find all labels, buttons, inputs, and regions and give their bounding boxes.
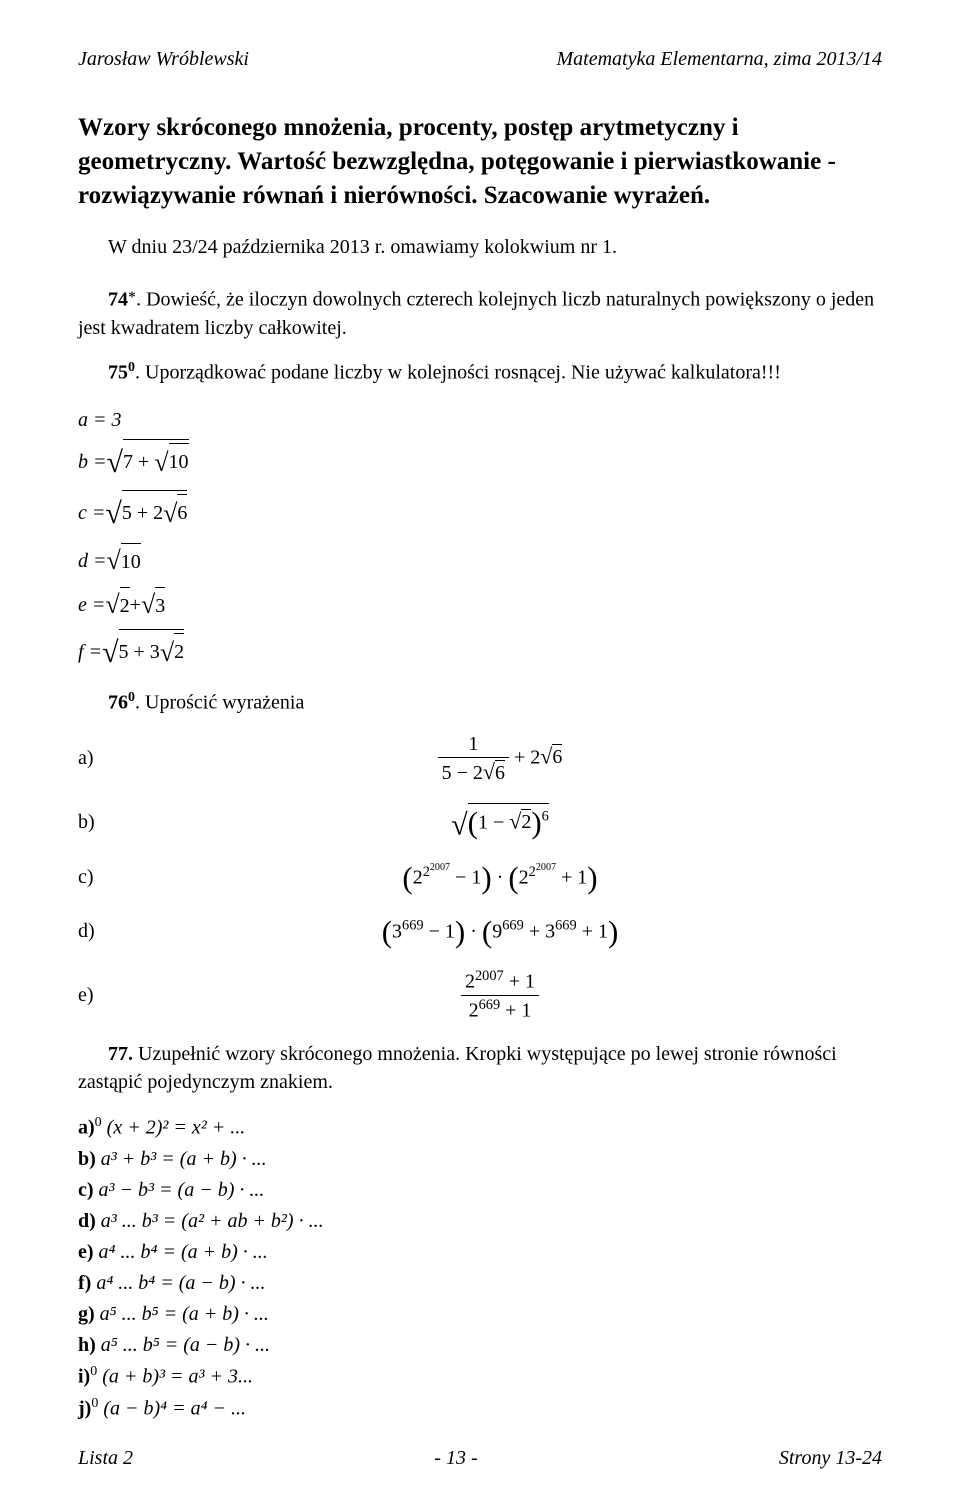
problem-76-number: 76	[108, 692, 128, 714]
colloquium-note: W dniu 23/24 października 2013 r. omawia…	[78, 236, 882, 259]
problem-76: 760. Uprościć wyrażenia	[78, 688, 882, 717]
item-77g: g) a⁵ ... b⁵ = (a + b) · ...	[78, 1299, 882, 1330]
zero-marker: 0	[128, 690, 135, 705]
problem-74-text: . Dowieść, że iloczyn dowolnych czterech…	[78, 289, 874, 339]
header-author: Jarosław Wróblewski	[78, 48, 249, 71]
val-d: d = √10	[78, 539, 882, 583]
item-76a: a) 15 − 2√6 + 2√6	[78, 733, 882, 785]
item-76b: b) √(1 − √2)6	[78, 803, 882, 842]
problem-74: 74∗. Dowieść, że iloczyn dowolnych czter…	[78, 285, 882, 342]
problem-75: 750. Uporządkować podane liczby w kolejn…	[78, 358, 882, 387]
label-e: e)	[78, 984, 118, 1007]
item-77e: e) a⁴ ... b⁴ = (a + b) · ...	[78, 1237, 882, 1268]
math-76d: (3669 − 1) · (9669 + 3669 + 1)	[118, 914, 882, 950]
label-b: b)	[78, 811, 118, 834]
val-a: a = 3	[78, 403, 882, 437]
label-a: a)	[78, 747, 118, 770]
footer-center: - 13 -	[434, 1447, 477, 1470]
problem-77: 77. Uzupełnić wzory skróconego mnożenia.…	[78, 1040, 882, 1096]
math-76b: √(1 − √2)6	[118, 803, 882, 842]
item-77d: d) a³ ... b³ = (a² + ab + b²) · ...	[78, 1206, 882, 1237]
item-77a: a)0 (x + 2)² = x² + ...	[78, 1112, 882, 1144]
item-77b: b) a³ + b³ = (a + b) · ...	[78, 1144, 882, 1175]
problem-77-number: 77.	[108, 1043, 133, 1065]
footer-right: Strony 13-24	[779, 1447, 882, 1470]
star-marker: ∗	[128, 287, 136, 302]
item-77h: h) a⁵ ... b⁵ = (a − b) · ...	[78, 1330, 882, 1361]
zero-marker: 0	[128, 360, 135, 375]
problem-75-text: . Uporządkować podane liczby w kolejnośc…	[135, 362, 781, 384]
val-e: e = √2 + √3	[78, 583, 882, 627]
math-76a: 15 − 2√6 + 2√6	[118, 733, 882, 785]
val-f: f = √5 + 3√2	[78, 627, 882, 678]
item-77c: c) a³ − b³ = (a − b) · ...	[78, 1175, 882, 1206]
problem-74-number: 74	[108, 289, 128, 311]
item-77j: j)0 (a − b)⁴ = a⁴ − ...	[78, 1393, 882, 1425]
problem-76-text: . Uprościć wyrażenia	[135, 692, 304, 714]
item-77f: f) a⁴ ... b⁴ = (a − b) · ...	[78, 1268, 882, 1299]
math-76c: (222007 − 1) · (222007 + 1)	[118, 860, 882, 896]
math-76e: 22007 + 12669 + 1	[118, 968, 882, 1022]
val-c: c = √5 + 2√6	[78, 488, 882, 539]
problem-75-values: a = 3 b = √7 + √10 c = √5 + 2√6 d = √10 …	[78, 403, 882, 678]
header-course: Matematyka Elementarna, zima 2013/14	[557, 48, 883, 71]
footer-left: Lista 2	[78, 1447, 133, 1470]
page-header: Jarosław Wróblewski Matematyka Elementar…	[78, 48, 882, 71]
label-d: d)	[78, 920, 118, 943]
problem-77-text: Uzupełnić wzory skróconego mnożenia. Kro…	[78, 1043, 837, 1093]
val-b: b = √7 + √10	[78, 437, 882, 488]
label-c: c)	[78, 866, 118, 889]
problem-77-items: a)0 (x + 2)² = x² + ... b) a³ + b³ = (a …	[78, 1112, 882, 1424]
item-76d: d) (3669 − 1) · (9669 + 3669 + 1)	[78, 914, 882, 950]
item-76e: e) 22007 + 12669 + 1	[78, 968, 882, 1022]
problem-75-number: 75	[108, 362, 128, 384]
item-77i: i)0 (a + b)³ = a³ + 3...	[78, 1361, 882, 1393]
item-76c: c) (222007 − 1) · (222007 + 1)	[78, 860, 882, 896]
main-heading: Wzory skróconego mnożenia, procenty, pos…	[78, 111, 882, 212]
page-footer: Lista 2 - 13 - Strony 13-24	[78, 1447, 882, 1470]
